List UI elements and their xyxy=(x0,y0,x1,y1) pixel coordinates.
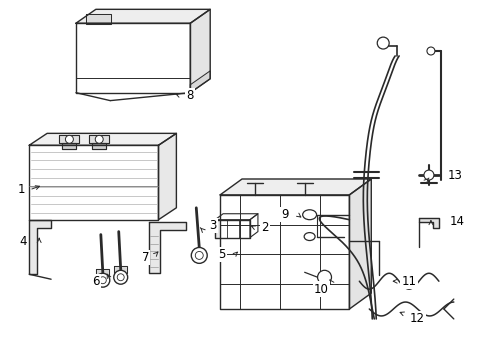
Polygon shape xyxy=(62,143,76,149)
Circle shape xyxy=(195,251,203,260)
Polygon shape xyxy=(215,214,257,220)
Text: 9: 9 xyxy=(281,208,288,221)
Circle shape xyxy=(95,135,103,143)
Circle shape xyxy=(114,270,127,284)
Polygon shape xyxy=(86,14,111,24)
Polygon shape xyxy=(92,143,106,149)
Polygon shape xyxy=(220,179,370,195)
Circle shape xyxy=(96,273,109,287)
Circle shape xyxy=(317,270,331,284)
Polygon shape xyxy=(190,9,210,93)
Text: 7: 7 xyxy=(142,251,149,264)
Polygon shape xyxy=(89,135,109,143)
Circle shape xyxy=(117,274,124,281)
Polygon shape xyxy=(249,214,257,238)
Circle shape xyxy=(191,247,207,264)
Polygon shape xyxy=(158,133,176,220)
Polygon shape xyxy=(76,23,190,93)
Text: 4: 4 xyxy=(20,235,27,248)
Text: 13: 13 xyxy=(447,168,461,181)
Polygon shape xyxy=(190,71,210,93)
Text: 8: 8 xyxy=(186,89,194,102)
Polygon shape xyxy=(349,179,370,309)
Circle shape xyxy=(423,170,433,180)
Text: 12: 12 xyxy=(408,312,424,325)
Text: 14: 14 xyxy=(448,215,463,228)
Text: 3: 3 xyxy=(209,219,216,232)
Ellipse shape xyxy=(304,233,314,240)
Polygon shape xyxy=(148,222,186,273)
Polygon shape xyxy=(29,133,176,145)
Polygon shape xyxy=(29,220,51,274)
Text: 5: 5 xyxy=(218,248,225,261)
Circle shape xyxy=(99,277,106,284)
Circle shape xyxy=(376,37,388,49)
Text: 6: 6 xyxy=(92,275,100,288)
Text: 11: 11 xyxy=(401,275,416,288)
Polygon shape xyxy=(114,266,126,273)
Circle shape xyxy=(426,47,434,55)
Polygon shape xyxy=(76,9,210,23)
Text: 10: 10 xyxy=(313,283,328,296)
Polygon shape xyxy=(220,195,349,309)
Polygon shape xyxy=(60,135,79,143)
Polygon shape xyxy=(418,218,438,228)
Text: 1: 1 xyxy=(18,184,25,197)
Ellipse shape xyxy=(302,210,316,220)
Polygon shape xyxy=(215,220,249,238)
Polygon shape xyxy=(29,145,158,220)
Polygon shape xyxy=(96,269,108,276)
Circle shape xyxy=(65,135,73,143)
Text: 2: 2 xyxy=(261,221,268,234)
